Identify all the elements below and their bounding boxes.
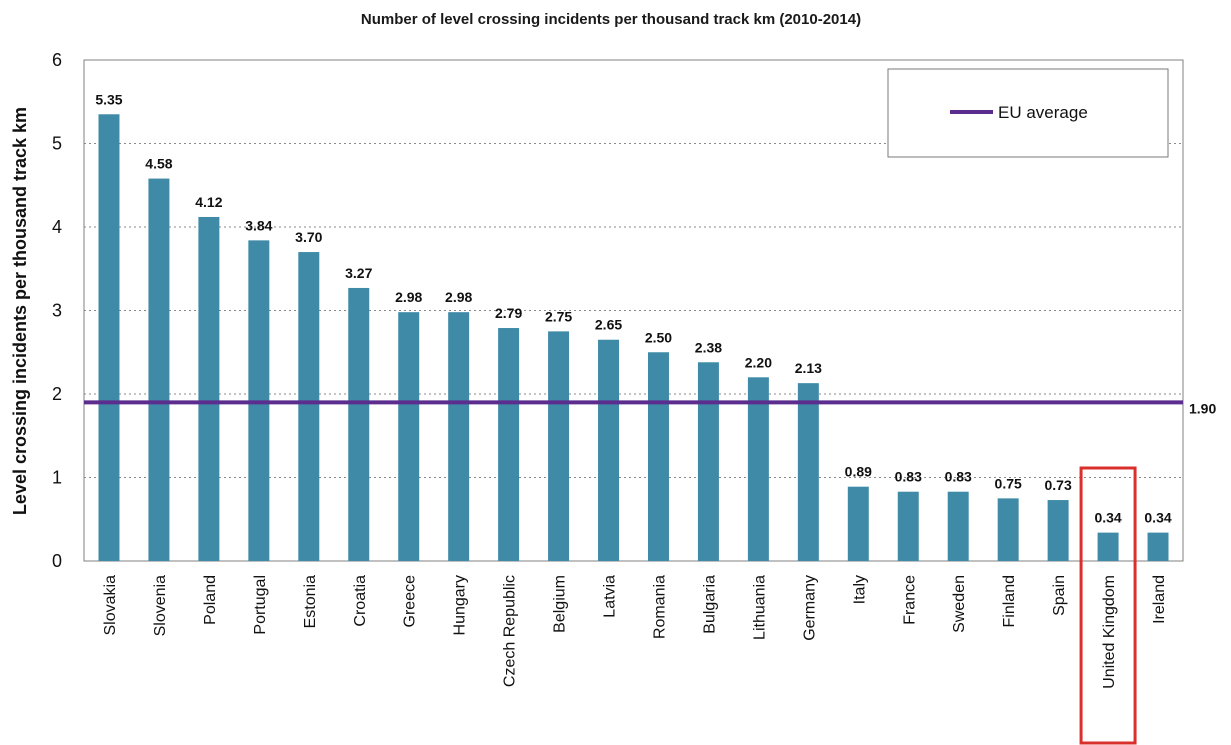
data-label: 4.58 <box>145 156 172 172</box>
data-label: 2.38 <box>695 339 722 355</box>
y-tick-label: 0 <box>52 551 62 571</box>
x-tick-label: Ireland <box>1151 575 1168 624</box>
data-label: 2.79 <box>495 305 522 321</box>
chart-title: Number of level crossing incidents per t… <box>361 11 861 28</box>
data-label: 5.35 <box>95 91 122 107</box>
data-labels: 5.35 4.58 4.12 3.84 3.70 3.27 2.98 2.98 2.79 2.75… <box>95 91 1172 525</box>
x-tick-label: Slovenia <box>152 575 169 636</box>
bar <box>847 486 869 561</box>
data-label: 3.70 <box>295 229 322 245</box>
legend-box <box>887 68 1169 158</box>
x-tick-label: Bulgaria <box>701 575 718 634</box>
data-label: 2.20 <box>745 354 772 370</box>
x-tick-label: Finland <box>1001 575 1018 627</box>
bar <box>398 312 420 561</box>
plot-frame <box>83 59 1184 562</box>
highlight-box <box>1079 466 1137 745</box>
data-label: 0.83 <box>945 469 972 485</box>
bar <box>148 178 170 561</box>
bar <box>448 312 470 561</box>
bar <box>947 491 969 561</box>
y-tick-label: 2 <box>52 384 62 404</box>
x-tick-label: Latvia <box>602 575 619 618</box>
bar <box>598 339 620 561</box>
y-tick-label: 1 <box>52 468 62 488</box>
data-label: 0.75 <box>995 475 1022 491</box>
data-label: 2.65 <box>595 317 622 333</box>
x-tick-label: Germany <box>801 575 818 641</box>
data-label: 0.89 <box>845 464 872 480</box>
x-tick-label: Sweden <box>951 575 968 633</box>
x-tick-label: Portugal <box>252 575 269 635</box>
bar <box>1147 532 1169 561</box>
y-tick-label: 3 <box>52 301 62 321</box>
data-label: 2.98 <box>445 289 472 305</box>
bar <box>548 331 570 561</box>
y-tick-label: 5 <box>52 134 62 154</box>
bar <box>298 252 320 562</box>
x-tick-label: Slovakia <box>102 575 119 636</box>
bar <box>1047 500 1069 561</box>
bar <box>997 498 1019 561</box>
bar <box>498 328 520 561</box>
bar <box>897 491 919 561</box>
x-tick-label: Greece <box>402 575 419 628</box>
x-tick-label: Croatia <box>352 575 369 627</box>
legend-label: EU average <box>998 103 1088 122</box>
highlight-group <box>1079 466 1137 745</box>
x-tick-label: United Kingdom <box>1101 575 1118 689</box>
data-label: 2.50 <box>645 329 672 345</box>
data-label: 2.75 <box>545 308 572 324</box>
bar <box>1097 532 1119 561</box>
x-tick-label: Poland <box>202 575 219 625</box>
x-tick-label: France <box>901 575 918 625</box>
bar <box>747 377 769 561</box>
bar <box>348 287 370 561</box>
x-tick-label: Estonia <box>302 575 319 628</box>
y-tick-label: 4 <box>52 217 62 237</box>
bar <box>198 216 220 562</box>
x-tick-label: Czech Republic <box>502 575 519 687</box>
data-label: 2.13 <box>795 360 822 376</box>
data-label: 0.73 <box>1044 477 1071 493</box>
data-label: 3.27 <box>345 265 372 281</box>
bar <box>647 352 669 561</box>
data-label: 0.34 <box>1144 510 1171 526</box>
bar <box>697 362 719 561</box>
eu-average-line-group: 1.90 <box>84 400 1216 416</box>
x-tick-label: Romania <box>651 575 668 639</box>
plot-area-border <box>83 59 1184 562</box>
y-axis-label: Level crossing incidents per thousand tr… <box>10 107 30 515</box>
data-label: 2.98 <box>395 289 422 305</box>
x-tick-label: Italy <box>851 575 868 604</box>
bar <box>797 383 819 561</box>
legend: EU average <box>887 68 1169 158</box>
data-label: 4.12 <box>195 194 222 210</box>
data-label: 3.84 <box>245 217 272 233</box>
y-axis-ticks: 0 1 2 3 4 5 6 <box>52 50 62 571</box>
y-tick-label: 6 <box>52 50 62 70</box>
data-label: 0.83 <box>895 469 922 485</box>
x-tick-label: Spain <box>1051 575 1068 616</box>
bar <box>98 114 120 562</box>
data-label: 0.34 <box>1094 510 1121 526</box>
x-axis-ticks: Slovakia Slovenia Poland Portugal Estonia Cro… <box>102 575 1168 689</box>
eu-average-value-label: 1.90 <box>1189 400 1216 416</box>
x-tick-label: Lithuania <box>751 575 768 640</box>
x-tick-label: Hungary <box>452 575 469 635</box>
bars <box>98 114 1169 562</box>
x-tick-label: Belgium <box>552 575 569 633</box>
